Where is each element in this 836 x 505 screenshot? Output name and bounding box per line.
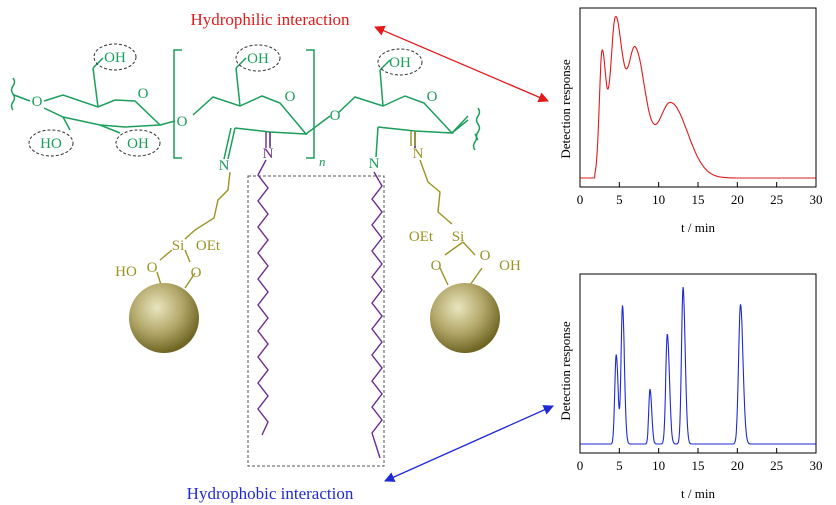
o-label: O bbox=[147, 260, 158, 276]
oh-label: OH bbox=[499, 258, 521, 274]
x-axis: 0 5 10 15 20 25 30 bbox=[577, 448, 823, 473]
oh-label: OH bbox=[127, 136, 149, 152]
x-tick-label: 15 bbox=[692, 192, 705, 207]
linker-atom-labels: N Si OEt O O HO Si OEt O O OH bbox=[115, 146, 521, 281]
x-tick-label: 0 bbox=[577, 458, 584, 473]
ylabel: Detection response bbox=[558, 59, 573, 159]
xlabel: t / min bbox=[681, 220, 715, 235]
o-label: O bbox=[177, 114, 188, 130]
x-tick-label: 30 bbox=[810, 192, 823, 207]
n-label: N bbox=[219, 158, 230, 174]
hydrophilic-label: Hydrophilic interaction bbox=[190, 10, 350, 29]
o-label: O bbox=[480, 248, 491, 264]
o-label: O bbox=[138, 86, 149, 102]
o-label: O bbox=[285, 89, 296, 105]
x-tick-label: 10 bbox=[652, 192, 665, 207]
o-label: O bbox=[427, 89, 438, 105]
repeat-subscript: n bbox=[319, 154, 326, 169]
ylabel: Detection response bbox=[558, 321, 573, 421]
silica-bead bbox=[430, 283, 500, 353]
x-tick-label: 20 bbox=[731, 192, 744, 207]
x-tick-label: 10 bbox=[652, 458, 665, 473]
o-label: O bbox=[431, 258, 442, 274]
hydrophilic-arrow bbox=[374, 25, 549, 103]
si-label: Si bbox=[452, 229, 465, 245]
o-label: O bbox=[32, 94, 43, 110]
plot-frame bbox=[579, 7, 817, 188]
n-label: N bbox=[369, 156, 380, 172]
x-axis: 0 5 10 15 20 25 30 bbox=[577, 182, 823, 207]
hydrophobic-label: Hydrophobic interaction bbox=[187, 484, 354, 503]
backbone-atom-labels: OH OH OH HO OH O O O O O O N N n bbox=[32, 50, 438, 174]
hydrophobic-region-box bbox=[247, 175, 385, 467]
chromatogram-top: Detection response 0 5 10 15 20 25 30 t / min bbox=[558, 7, 823, 235]
oh-label: OH bbox=[247, 51, 269, 67]
o-label: O bbox=[330, 108, 341, 124]
x-tick-label: 5 bbox=[616, 192, 623, 207]
oet-label: OEt bbox=[196, 238, 221, 254]
si-label: Si bbox=[172, 238, 185, 254]
oh-label: OH bbox=[389, 55, 411, 71]
hydroxyl-circles bbox=[28, 43, 423, 157]
silica-bead bbox=[129, 283, 199, 353]
oet-label: OEt bbox=[409, 229, 434, 245]
ho-label: HO bbox=[115, 264, 137, 280]
x-tick-label: 25 bbox=[770, 458, 783, 473]
n-label: N bbox=[263, 146, 274, 162]
chromatogram-trace bbox=[580, 286, 816, 445]
x-tick-label: 25 bbox=[770, 192, 783, 207]
hydrophobic-arrow bbox=[384, 405, 554, 482]
chromatogram-trace bbox=[580, 15, 816, 179]
n-label: N bbox=[413, 146, 424, 162]
silane-linkers bbox=[156, 131, 483, 289]
xlabel: t / min bbox=[681, 486, 715, 501]
x-tick-label: 0 bbox=[577, 192, 584, 207]
x-tick-label: 30 bbox=[810, 458, 823, 473]
oh-label: OH bbox=[104, 50, 126, 66]
alkyl-chains bbox=[257, 131, 416, 459]
chromatogram-bottom: Detection response 0 5 10 15 20 25 30 t / min bbox=[558, 273, 823, 501]
x-tick-label: 20 bbox=[731, 458, 744, 473]
x-tick-label: 15 bbox=[692, 458, 705, 473]
x-tick-label: 5 bbox=[616, 458, 623, 473]
o-label: O bbox=[191, 265, 202, 281]
ho-label: HO bbox=[40, 136, 62, 152]
